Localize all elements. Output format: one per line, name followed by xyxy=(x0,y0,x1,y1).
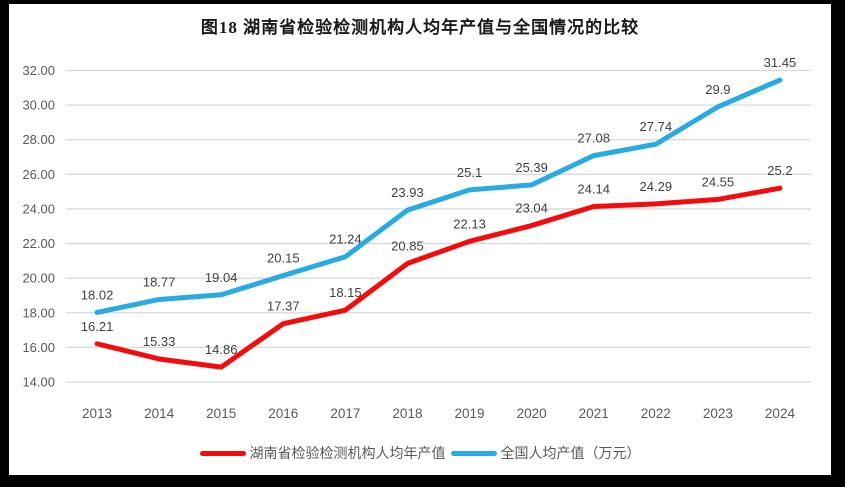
data-label-national: 20.15 xyxy=(267,251,300,266)
x-axis-tick-label: 2018 xyxy=(392,406,422,421)
x-axis-tick-label: 2020 xyxy=(517,406,547,421)
legend-item-national: 全国人均产值（万元） xyxy=(450,443,641,463)
data-label-national: 25.39 xyxy=(515,160,548,175)
legend-swatch-hunan-line xyxy=(199,450,246,456)
data-label-hunan: 16.21 xyxy=(81,319,114,334)
y-axis-tick-label: 26.00 xyxy=(22,167,55,182)
data-label-national: 27.08 xyxy=(577,131,610,146)
data-label-national: 27.74 xyxy=(640,119,673,134)
y-axis-tick-label: 22.00 xyxy=(22,236,55,251)
data-label-hunan: 23.04 xyxy=(515,201,548,216)
data-label-hunan: 20.85 xyxy=(391,238,424,253)
data-label-national: 23.93 xyxy=(391,185,424,200)
data-label-hunan: 22.13 xyxy=(453,216,486,231)
x-axis-tick-label: 2016 xyxy=(268,406,298,421)
series-line-national xyxy=(94,77,783,315)
y-axis-tick-label: 18.00 xyxy=(22,305,55,320)
data-label-hunan: 14.86 xyxy=(205,342,238,357)
x-axis-tick-label: 2015 xyxy=(206,406,236,421)
data-label-national: 25.1 xyxy=(457,165,482,180)
x-axis-tick-label: 2013 xyxy=(82,406,112,421)
y-axis-tick-label: 28.00 xyxy=(22,132,55,147)
chart-title: 图18 湖南省检验检测机构人均年产值与全国情况的比较 xyxy=(200,18,640,37)
legend-item-hunan: 湖南省检验检测机构人均年产值 xyxy=(199,443,446,463)
y-axis-tick-label: 30.00 xyxy=(22,98,55,113)
y-axis-tick-label: 20.00 xyxy=(22,271,55,286)
x-axis-tick-label: 2017 xyxy=(330,406,360,421)
data-label-national: 21.24 xyxy=(329,232,362,247)
x-axis-tick-label: 2024 xyxy=(765,406,796,421)
legend-label-national: 全国人均产值（万元） xyxy=(500,445,641,461)
data-label-national: 19.04 xyxy=(205,270,238,285)
series-line-hunan xyxy=(94,185,783,370)
data-label-national: 31.45 xyxy=(764,55,797,70)
data-label-hunan: 17.37 xyxy=(267,299,300,314)
legend-label-hunan: 湖南省检验检测机构人均年产值 xyxy=(249,445,446,461)
x-axis-tick-label: 2022 xyxy=(641,406,671,421)
y-axis-tick-label: 14.00 xyxy=(22,375,55,390)
data-label-national: 18.02 xyxy=(81,287,114,302)
x-axis-tick-label: 2014 xyxy=(144,406,175,421)
data-label-hunan: 18.15 xyxy=(329,285,362,300)
data-label-hunan: 24.29 xyxy=(640,179,673,194)
data-label-hunan: 25.2 xyxy=(767,163,792,178)
legend-swatch-national-line xyxy=(450,450,497,456)
x-axis-tick-label: 2023 xyxy=(703,406,733,421)
x-axis-tick-label: 2019 xyxy=(455,406,485,421)
x-axis-tick-label: 2021 xyxy=(579,406,609,421)
plot-area: 14.00 16.00 18.00 20.00 22.00 24.00 26.00 28.00… xyxy=(22,55,811,421)
data-label-national: 29.9 xyxy=(705,82,730,97)
legend: 湖南省检验检测机构人均年产值 全国人均产值（万元） xyxy=(9,443,831,463)
y-axis-tick-label: 24.00 xyxy=(22,201,55,216)
y-axis-tick-label: 32.00 xyxy=(22,63,55,78)
data-label-hunan: 24.14 xyxy=(577,182,610,197)
data-label-hunan: 24.55 xyxy=(702,174,735,189)
data-label-national: 18.77 xyxy=(143,274,176,289)
data-label-hunan: 15.33 xyxy=(143,334,176,349)
y-axis-tick-label: 16.00 xyxy=(22,340,55,355)
chart-canvas: 图18 湖南省检验检测机构人均年产值与全国情况的比较 14.00 16.00 18.… xyxy=(9,4,831,475)
